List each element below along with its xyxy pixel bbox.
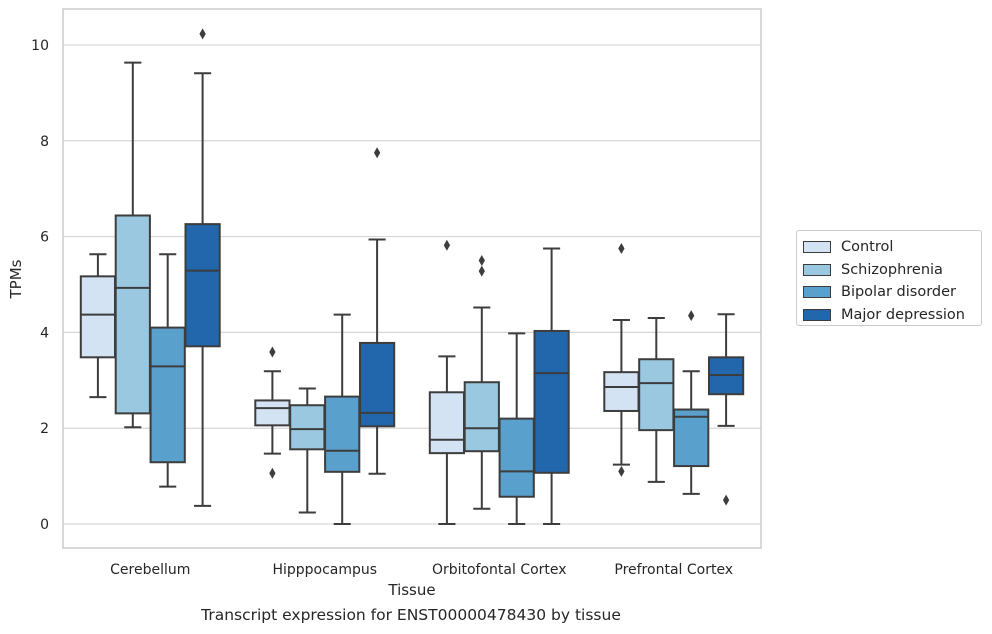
box-3-2 [673, 310, 710, 495]
x-axis-label: Tissue [387, 581, 435, 599]
box-iqr [289, 404, 326, 451]
box-2-1 [463, 255, 500, 510]
plot-boxes [79, 28, 745, 526]
legend-item-control: Control [803, 236, 981, 259]
box-0-0 [79, 253, 117, 399]
box-iqr [428, 391, 466, 455]
box-iqr [463, 381, 500, 453]
box-1-2 [324, 313, 361, 526]
y-tick-label-4: 4 [40, 325, 49, 341]
box-iqr [184, 223, 221, 348]
y-axis-label: TPMs [7, 259, 25, 299]
box-3-3 [707, 313, 745, 506]
box-iqr [673, 408, 710, 468]
outlier-point-1 [618, 243, 625, 255]
figure-caption: Transcript expression for ENST0000047843… [201, 606, 621, 624]
legend-label-bipolar-disorder: Bipolar disorder [841, 284, 956, 301]
box-iqr [638, 358, 675, 432]
box-0-2 [149, 253, 186, 488]
box-iqr [498, 417, 535, 498]
y-tick-label-6: 6 [40, 230, 49, 246]
box-iqr [79, 275, 117, 359]
outlier-point-1 [269, 346, 276, 358]
legend-swatch-schizophrenia [803, 263, 831, 276]
legend-item-schizophrenia: Schizophrenia [803, 259, 981, 282]
x-tick-label-2: Orbitofontal Cortex [432, 562, 567, 578]
outlier-point-1 [478, 255, 485, 267]
outlier-point-0 [373, 147, 381, 159]
tick-labels: 0 2 4 6 8 10 Cerebellum Hipppocampus Orbitofonta… [31, 38, 733, 578]
x-tick-label-0: Cerebellum [110, 562, 190, 578]
outlier-point-0 [269, 467, 276, 479]
outlier-point-0 [478, 265, 485, 277]
box-2-2 [498, 332, 535, 526]
y-tick-label-2: 2 [40, 421, 49, 437]
plot-frame [62, 8, 762, 549]
box-iqr [603, 371, 640, 412]
outlier-point-0 [199, 28, 206, 40]
box-1-0 [254, 346, 291, 479]
legend-swatch-major-depression [803, 308, 831, 321]
legend-item-major-depression: Major depression [803, 304, 981, 327]
outlier-point-0 [618, 465, 625, 477]
box-2-3 [533, 247, 570, 526]
x-tick-label-1: Hipppocampus [272, 562, 377, 578]
box-3-1 [638, 317, 675, 483]
legend-item-bipolar-disorder: Bipolar disorder [803, 281, 981, 304]
y-tick-label-10: 10 [31, 38, 49, 54]
box-3-0 [603, 243, 640, 477]
y-tick-label-8: 8 [40, 134, 49, 150]
box-iqr [533, 329, 570, 474]
outlier-point-0 [722, 494, 730, 506]
legend: Control Schizophrenia Bipolar disorder M… [796, 230, 982, 326]
box-1-1 [289, 387, 326, 514]
box-iqr [114, 214, 151, 415]
outlier-point-0 [688, 310, 695, 322]
legend-swatch-control [803, 241, 831, 254]
box-0-3 [184, 28, 221, 507]
y-tick-label-0: 0 [40, 517, 49, 533]
box-2-0 [428, 239, 466, 526]
box-1-3 [358, 147, 396, 475]
box-0-1 [114, 61, 151, 429]
outlier-point-0 [443, 239, 451, 251]
x-tick-label-3: Prefrontal Cortex [614, 562, 733, 578]
box-iqr [254, 399, 291, 427]
legend-label-schizophrenia: Schizophrenia [841, 261, 943, 278]
box-iqr [324, 395, 361, 473]
legend-label-control: Control [841, 239, 894, 256]
legend-swatch-bipolar-disorder [803, 286, 831, 299]
legend-label-major-depression: Major depression [841, 306, 965, 323]
box-iqr [149, 326, 186, 464]
